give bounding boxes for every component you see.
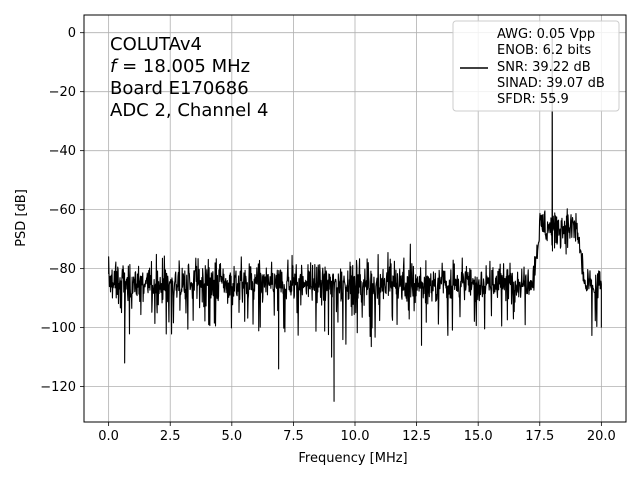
y-tick-label: −120 xyxy=(40,380,76,395)
legend-box xyxy=(452,20,620,112)
annotation-board: Board E170686 xyxy=(110,78,249,99)
x-tick-label: 15.0 xyxy=(464,429,493,444)
annotation-frequency: f = 18.005 MHz xyxy=(110,56,250,77)
annotation-channel: ADC 2, Channel 4 xyxy=(110,100,268,121)
x-tick-label: 2.5 xyxy=(160,429,181,444)
legend-entry-sfdr: SFDR: 55.9 xyxy=(497,92,569,107)
axis-ticks: 0.0 2.5 5.0 7.5 10.0 12.5 15.0 17.5 20.0 0 −20 −40 −… xyxy=(40,26,616,444)
y-tick-label: −60 xyxy=(49,203,76,218)
annotation-title: COLUTAv4 xyxy=(110,34,202,55)
legend: AWG: 0.05 Vpp ENOB: 6.2 bits SNR: 39.22 … xyxy=(452,20,620,112)
annotation-block: COLUTAv4 f = 18.005 MHz Board E170686 AD… xyxy=(110,34,268,121)
y-axis-label: PSD [dB] xyxy=(14,189,29,247)
y-tick-label: −100 xyxy=(40,321,76,336)
plot-frame xyxy=(83,14,627,423)
legend-entry-snr: SNR: 39.22 dB xyxy=(497,60,591,75)
legend-entry-sinad: SINAD: 39.07 dB xyxy=(497,76,605,91)
x-tick-label: 12.5 xyxy=(402,429,431,444)
y-tick-label: 0 xyxy=(68,26,76,41)
legend-entry-awg: AWG: 0.05 Vpp xyxy=(497,27,595,42)
legend-entry-enob: ENOB: 6.2 bits xyxy=(497,43,591,58)
annotation-frequency-value: = 18.005 MHz xyxy=(116,56,250,77)
annotation-frequency-symbol: f xyxy=(110,56,119,77)
y-tick-label: −80 xyxy=(49,262,76,277)
series-group xyxy=(108,32,602,402)
y-tick-label: −20 xyxy=(49,85,76,100)
x-tick-label: 7.5 xyxy=(283,429,304,444)
x-tick-label: 5.0 xyxy=(221,429,242,444)
x-tick-label: 20.0 xyxy=(587,429,616,444)
x-tick-label: 0.0 xyxy=(98,429,119,444)
x-tick-label: 10.0 xyxy=(341,429,370,444)
psd-series-line xyxy=(108,32,602,402)
y-tick-label: −40 xyxy=(49,144,76,159)
x-tick-label: 17.5 xyxy=(525,429,554,444)
x-axis-label: Frequency [MHz] xyxy=(298,451,407,466)
